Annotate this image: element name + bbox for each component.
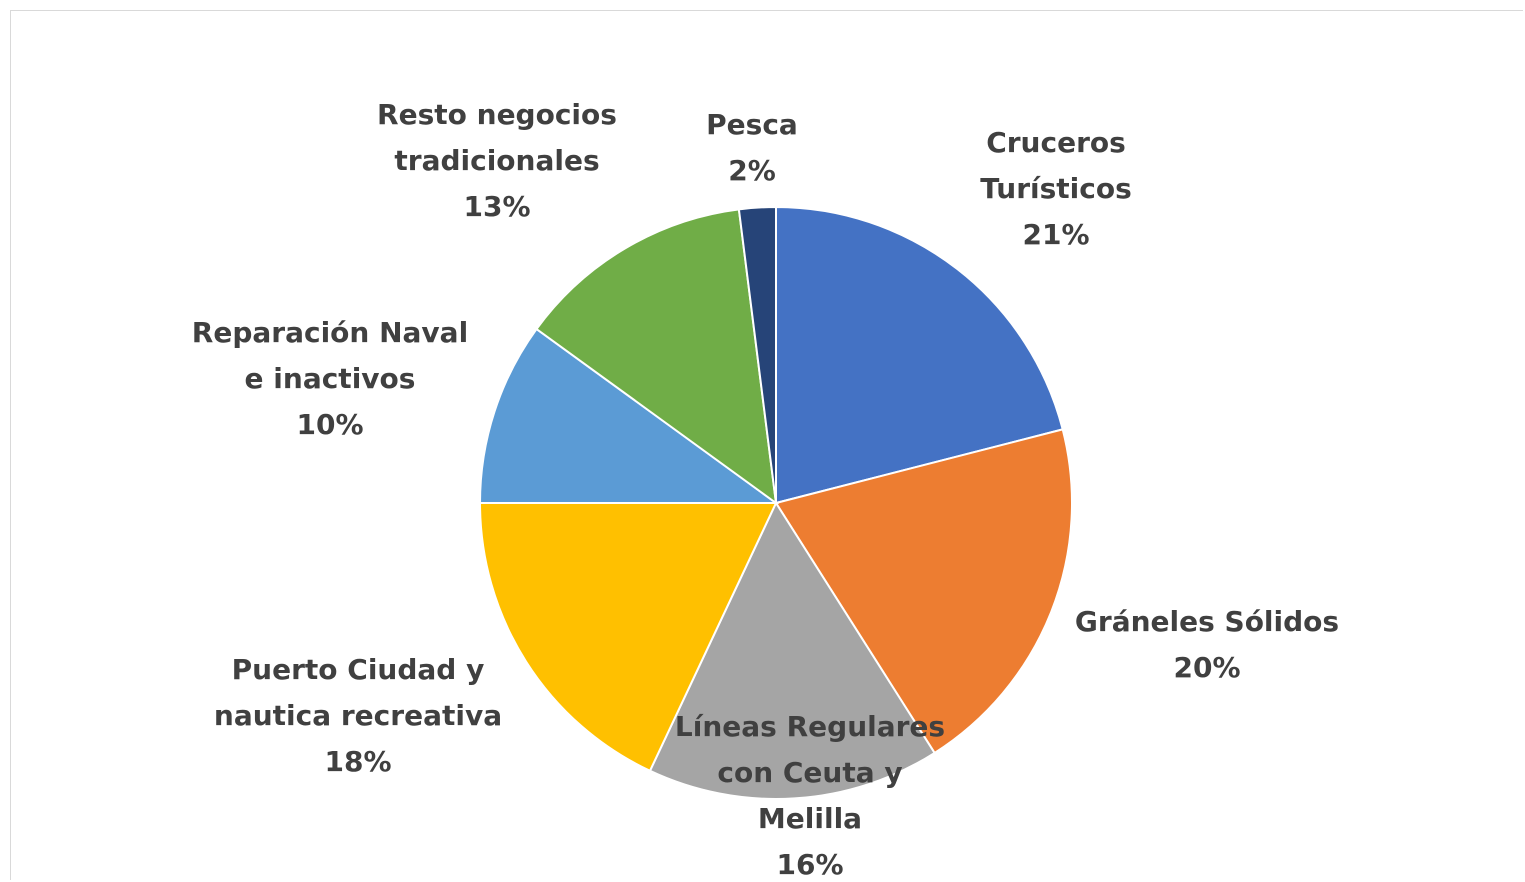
pie-slice-2 <box>774 428 1073 755</box>
slice-name-line: nautica recreativa <box>214 699 502 732</box>
slice-name-line: Resto negocios <box>377 98 617 131</box>
slice-name-line: Puerto Ciudad y <box>232 653 485 686</box>
slice-label-3: Líneas Regulares con Ceuta y Melilla 16% <box>675 710 945 881</box>
slice-value-label: 10% <box>296 408 363 441</box>
slice-value-label: 21% <box>1022 218 1089 251</box>
slice-label-5: Reparación Naval e inactivos 10% <box>192 316 468 441</box>
slice-label-1: Cruceros Turísticos 21% <box>980 126 1132 251</box>
pie-slice-4 <box>478 502 778 773</box>
slice-label-6: Resto negocios tradicionales 13% <box>377 98 617 223</box>
slice-value-label: 18% <box>324 745 391 778</box>
slice-name-line: Reparación Naval <box>192 316 468 349</box>
slice-name-line: tradicionales <box>394 144 599 177</box>
slice-label-2: Gráneles Sólidos 20% <box>1075 605 1339 684</box>
slice-name-line: Turísticos <box>980 172 1132 205</box>
pie-slice-7 <box>737 205 777 504</box>
slice-name-line: Pesca <box>706 108 798 141</box>
slice-name-line: Líneas Regulares <box>675 710 945 743</box>
slice-value-label: 2% <box>728 154 776 187</box>
pie-labels: Cruceros Turísticos 21% Gráneles Sólidos 20%… <box>192 98 1339 881</box>
chart-frame <box>10 10 1523 880</box>
pie-slices <box>478 205 1073 800</box>
pie-slice-5 <box>478 327 780 504</box>
slice-name-line: Gráneles Sólidos <box>1075 605 1339 638</box>
pie-slice-3 <box>648 500 936 800</box>
slice-name-line: Melilla <box>758 802 862 835</box>
slice-name-line: Cruceros <box>986 126 1126 159</box>
slice-name-line: con Ceuta y <box>717 756 902 789</box>
slice-name-line: e inactivos <box>245 362 416 395</box>
pie-slice-6 <box>535 208 778 506</box>
slice-value-label: 20% <box>1173 651 1240 684</box>
slice-value-label: 16% <box>776 848 843 881</box>
slice-label-4: Puerto Ciudad y nautica recreativa 18% <box>214 653 502 778</box>
slice-value-label: 13% <box>463 190 530 223</box>
slice-label-7: Pesca 2% <box>706 108 798 187</box>
pie-slice-1 <box>775 205 1064 505</box>
